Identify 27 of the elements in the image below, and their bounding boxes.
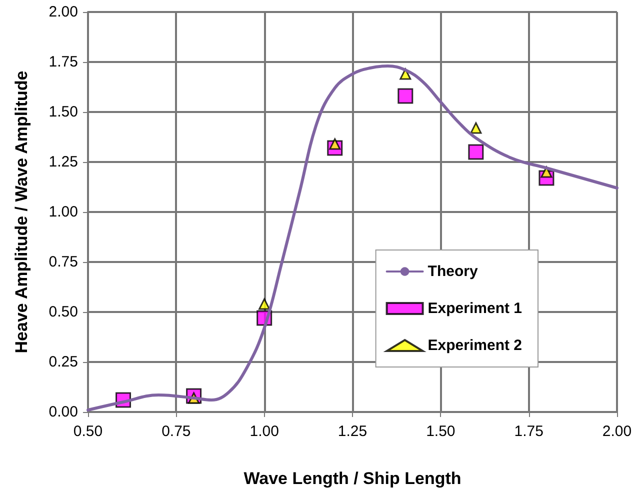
legend-label: Experiment 1 — [428, 300, 522, 317]
x-axis-title: Wave Length / Ship Length — [244, 469, 462, 488]
x-tick-label: 0.75 — [162, 423, 191, 440]
point — [258, 298, 270, 310]
x-tick-label: 1.50 — [426, 423, 456, 440]
y-axis-title: Heave Amplitude / Wave Amplitude — [12, 70, 31, 354]
x-tick-label: 2.00 — [602, 423, 632, 440]
point — [400, 68, 412, 80]
y-tick-label: 0.50 — [48, 304, 78, 320]
line-series — [86, 64, 618, 412]
legend-label: Experiment 2 — [428, 337, 522, 354]
x-tick-label: 1.25 — [338, 423, 368, 440]
x-tick-label: 1.00 — [250, 423, 279, 440]
legend-label: Theory — [428, 263, 478, 280]
y-tick-label: 2.00 — [48, 4, 78, 20]
y-tick-label: 1.50 — [48, 104, 78, 120]
y-tick-label: 1.00 — [48, 204, 78, 220]
y-tick-label: 1.75 — [48, 54, 78, 70]
y-tick-label: 1.25 — [48, 154, 78, 170]
x-tick-label: 0.50 — [73, 423, 103, 440]
y-tick-label: 0.75 — [48, 254, 78, 270]
y-tick-label: 0.25 — [48, 354, 78, 370]
point — [468, 144, 484, 160]
point — [398, 88, 414, 104]
x-tick-label: 1.75 — [514, 423, 544, 440]
point — [470, 122, 482, 134]
y-tick-label: 0.00 — [48, 404, 78, 420]
